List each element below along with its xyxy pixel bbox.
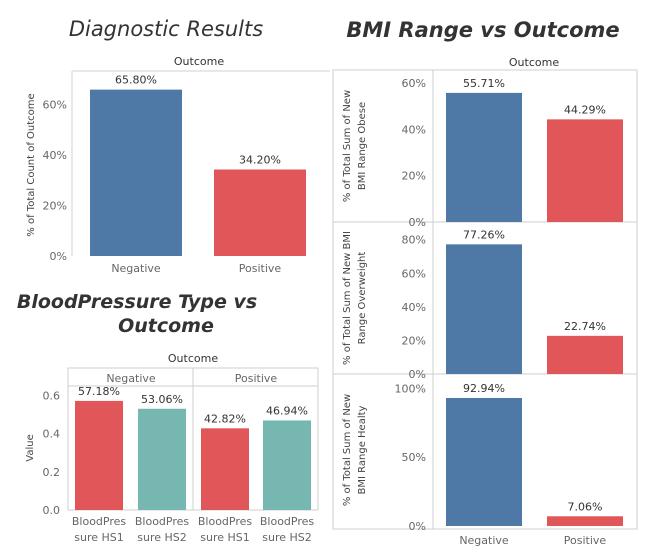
bp-category-label-line2: sure HS1 — [200, 531, 250, 544]
bmi-bar — [446, 244, 522, 374]
bmi-bar — [446, 92, 522, 222]
bp-category-label-line2: sure HS2 — [262, 531, 312, 544]
bmi-y-tick: 20% — [402, 334, 426, 347]
bp-y-tick: 0.6 — [43, 390, 61, 403]
diagnostic-y-ticks: 0% 20% 40% 60% — [43, 98, 67, 263]
bmi-panel: 0% 20% 40% 60% 80% % of Total Sum of New BMI R… — [342, 228, 623, 381]
bp-y-tick: 0.2 — [43, 466, 61, 479]
diagnostic-bars: 65.80% Negative 34.20% Positive — [90, 74, 306, 275]
bmi-bar — [446, 397, 522, 526]
bp-chart: BloodPressure Type vs Outcome Outcome Ne… — [17, 291, 319, 544]
bp-bar — [75, 400, 123, 510]
diagnostic-data-label: 34.20% — [239, 154, 281, 167]
diagnostic-title: Diagnostic Results — [69, 17, 263, 41]
bmi-category-negative: Negative — [459, 534, 509, 547]
bp-data-label: 42.82% — [204, 412, 246, 425]
bmi-title: BMI Range vs Outcome — [346, 18, 619, 42]
bp-category-label-line1: BloodPres — [135, 515, 190, 528]
bmi-bar — [547, 516, 623, 526]
bp-data-label: 57.18% — [78, 385, 120, 398]
bp-y-tick: 0.0 — [43, 504, 61, 517]
bp-bar — [263, 420, 311, 510]
bp-data-label: 46.94% — [266, 404, 308, 417]
bp-data-label: 53.06% — [141, 393, 183, 406]
bp-category-label-line1: BloodPres — [198, 515, 253, 528]
bp-bar — [201, 428, 249, 510]
bmi-y-axis-label-line1: % of Total Sum of New — [342, 90, 353, 202]
bp-header: Outcome — [168, 352, 218, 365]
bp-y-ticks: 0.0 0.2 0.4 0.6 — [43, 390, 61, 517]
bmi-y-tick: 0% — [409, 216, 426, 229]
bmi-category-positive: Positive — [564, 534, 607, 547]
bmi-y-tick: 80% — [402, 234, 426, 247]
diagnostic-chart: Diagnostic Results Outcome % of Total Co… — [26, 17, 330, 275]
bmi-data-label: 7.06% — [568, 500, 603, 513]
bmi-y-tick: 50% — [402, 451, 426, 464]
diagnostic-y-tick: 60% — [43, 98, 67, 111]
bp-category-label-line1: BloodPres — [260, 515, 315, 528]
bmi-data-label: 77.26% — [463, 228, 505, 241]
diagnostic-y-tick: 20% — [43, 199, 67, 212]
bmi-y-axis-label-line1: % of Total Sum of New BMI — [342, 231, 353, 365]
bmi-panel: 0% 20% 40% 60% % of Total Sum of New BMI Rang… — [342, 77, 623, 229]
bmi-y-axis-label-line2: Range Overweight — [357, 252, 368, 345]
bmi-outer-frame — [332, 69, 638, 530]
diagnostic-data-label: 65.80% — [115, 74, 157, 87]
bmi-y-axis-label-line2: BMI Range Obese — [357, 102, 368, 190]
bp-title-line1: BloodPressure Type vs — [17, 291, 257, 313]
bmi-data-label: 92.94% — [463, 382, 505, 395]
bmi-y-tick: 40% — [402, 123, 426, 136]
bp-bars: 57.18% 53.06% 42.82% 46.94% — [75, 385, 311, 510]
diagnostic-bar — [214, 169, 306, 256]
bmi-y-tick: 100% — [395, 382, 426, 395]
bmi-bar — [547, 119, 623, 222]
bmi-panel: 0% 50% 100% % of Total Sum of New BMI Range … — [342, 382, 623, 533]
bmi-y-tick: 60% — [402, 77, 426, 90]
bmi-data-label: 44.29% — [564, 103, 606, 116]
bp-bar — [138, 408, 186, 510]
bp-y-axis-label: Value — [25, 434, 36, 461]
bmi-y-axis-label-line1: % of Total Sum of New — [342, 394, 353, 506]
bmi-data-label: 55.71% — [463, 77, 505, 90]
bmi-bar — [547, 335, 623, 374]
bmi-y-axis-label-line2: BMI Range Healty — [357, 405, 368, 494]
bmi-y-tick: 40% — [402, 301, 426, 314]
bmi-panels: 0% 20% 40% 60% % of Total Sum of New BMI Rang… — [342, 77, 623, 533]
bp-category-label-line2: sure HS1 — [74, 531, 124, 544]
bmi-y-tick: 0% — [409, 520, 426, 533]
bmi-header: Outcome — [509, 56, 559, 69]
bp-title-line2: Outcome — [118, 315, 214, 337]
bp-group-positive: Positive — [235, 372, 278, 385]
bmi-y-tick: 0% — [409, 368, 426, 381]
diagnostic-bar — [90, 89, 182, 257]
bp-category-label-line1: BloodPres — [72, 515, 127, 528]
bmi-y-tick: 20% — [402, 170, 426, 183]
diagnostic-category-label: Positive — [239, 262, 282, 275]
diagnostic-y-tick: 0% — [50, 250, 67, 263]
bmi-data-label: 22.74% — [564, 320, 606, 333]
diagnostic-category-label: Negative — [111, 262, 161, 275]
bmi-chart: BMI Range vs Outcome Outcome 0% 20% 40% 60%… — [332, 18, 638, 547]
diagnostic-y-axis-label: % of Total Count of Outcome — [26, 93, 37, 236]
bmi-y-tick: 60% — [402, 267, 426, 280]
bp-group-negative: Negative — [106, 372, 156, 385]
bp-category-label-line2: sure HS2 — [137, 531, 187, 544]
diagnostic-header: Outcome — [174, 55, 224, 68]
bp-y-tick: 0.4 — [43, 428, 61, 441]
bp-category-labels: BloodPres sure HS1 BloodPres sure HS2 BloodP… — [72, 515, 315, 544]
diagnostic-y-tick: 40% — [43, 149, 67, 162]
